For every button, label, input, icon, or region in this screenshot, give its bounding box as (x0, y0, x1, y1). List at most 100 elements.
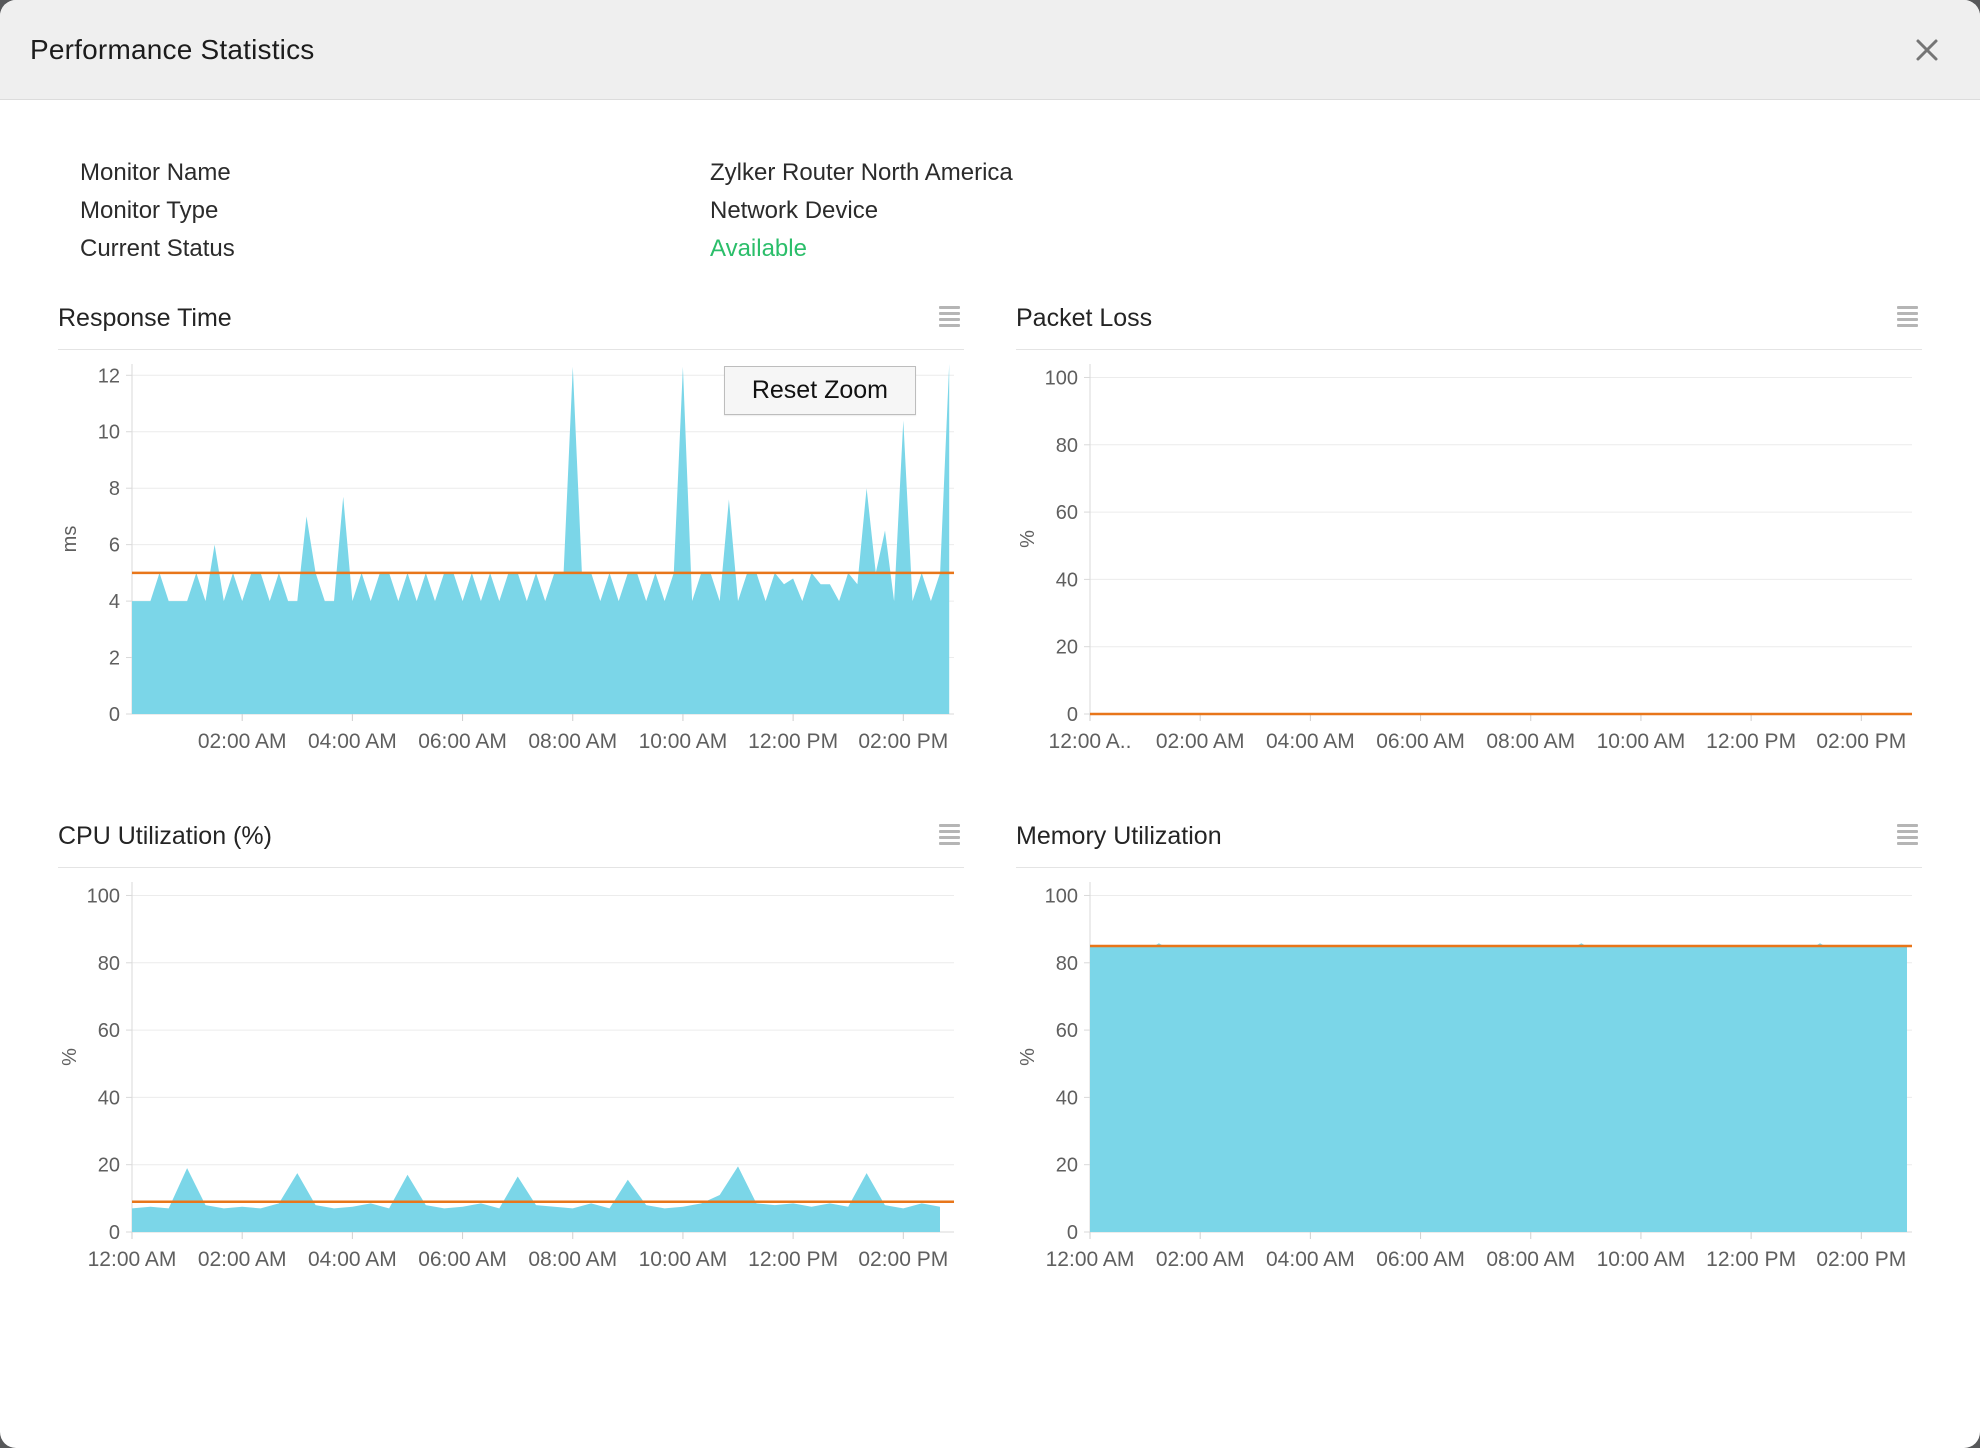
chart-title: Memory Utilization (1016, 822, 1222, 850)
memory-utilization-chart[interactable]: 0 20 40 60 80 100 12:00 AM 02:00 AM 04:00 AM 06:0… (1016, 868, 1922, 1294)
y-axis-label: 80 (98, 953, 120, 975)
x-axis-label: 12:00 PM (748, 1248, 838, 1271)
chart-title: CPU Utilization (%) (58, 822, 272, 850)
plot-area-wrapper: 0 20 40 60 80 100 12:00 AM 02:00 AM 04:00 AM 06:0… (58, 868, 964, 1294)
chart-panel-packet-loss: Packet Loss 0 20 40 60 80 100 12:00 A.. 02:00 A… (1016, 298, 1922, 776)
plot-area-wrapper: 0 20 40 60 80 100 12:00 AM 02:00 AM 04:00 AM 06:0… (1016, 868, 1922, 1294)
y-axis-label: 100 (87, 885, 120, 907)
y-axis-label: 2 (109, 648, 120, 670)
y-axis-label: 80 (1056, 953, 1078, 975)
monitor-info: Monitor Name Zylker Router North America… (0, 100, 1980, 268)
monitor-name-value: Zylker Router North America (710, 159, 1013, 186)
y-axis-label: 0 (109, 704, 120, 726)
y-axis-title: % (1017, 1048, 1039, 1066)
x-axis-label: 08:00 AM (528, 1248, 617, 1271)
x-axis-label: 02:00 PM (1816, 730, 1906, 753)
chart-panel-response-time: Response Time Reset Zoom 0 2 4 6 8 10 12 02:00 … (58, 298, 964, 776)
info-label: Monitor Name (80, 159, 231, 186)
hamburger-menu-icon[interactable] (937, 304, 962, 332)
y-axis-label: 40 (1056, 569, 1078, 591)
y-axis-label: 40 (1056, 1087, 1078, 1109)
info-label: Monitor Type (80, 197, 219, 224)
x-axis-label: 10:00 AM (639, 1248, 728, 1271)
y-axis-title: ms (59, 526, 81, 553)
y-axis-label: 60 (1056, 502, 1078, 524)
dialog-title: Performance Statistics (30, 33, 315, 65)
x-axis-label: 06:00 AM (1376, 730, 1465, 753)
x-axis-label: 06:00 AM (418, 730, 507, 753)
cpu-utilization-chart[interactable]: 0 20 40 60 80 100 12:00 AM 02:00 AM 04:00 AM 06:0… (58, 868, 964, 1294)
x-axis-label: 12:00 PM (1706, 1248, 1796, 1271)
x-axis-label: 02:00 AM (198, 1248, 287, 1271)
x-axis-label: 04:00 AM (308, 730, 397, 753)
x-axis-label: 02:00 AM (1156, 1248, 1245, 1271)
close-button[interactable] (1908, 31, 1946, 69)
y-axis-title: % (1017, 530, 1039, 548)
y-axis-label: 80 (1056, 435, 1078, 457)
x-axis-label: 12:00 PM (1706, 730, 1796, 753)
x-axis-label: 04:00 AM (1266, 1248, 1355, 1271)
plot-area-wrapper: 0 20 40 60 80 100 12:00 A.. 02:00 AM 04:00 AM 06:… (1016, 350, 1922, 776)
x-axis-label: 06:00 AM (418, 1248, 507, 1271)
x-axis-label: 02:00 PM (858, 1248, 948, 1271)
y-axis-label: 60 (1056, 1020, 1078, 1042)
plot-area-wrapper: Reset Zoom 0 2 4 6 8 10 12 02:00 AM 04:00 AM 06:0… (58, 350, 964, 776)
x-axis-label: 08:00 AM (1486, 730, 1575, 753)
y-axis-label: 8 (109, 478, 120, 500)
y-axis-label: 0 (109, 1222, 120, 1244)
y-axis-label: 40 (98, 1087, 120, 1109)
dialog-header: Performance Statistics (0, 0, 1980, 100)
x-axis-label: 02:00 AM (1156, 730, 1245, 753)
area-series (132, 1166, 940, 1232)
area-series (132, 364, 950, 714)
y-axis-label: 0 (1067, 704, 1078, 726)
response-time-chart[interactable]: 0 2 4 6 8 10 12 02:00 AM 04:00 AM 06:00 AM 08:00 A… (58, 350, 964, 776)
x-axis-label: 08:00 AM (528, 730, 617, 753)
info-label: Current Status (80, 235, 235, 262)
x-axis-label: 12:00 A.. (1049, 730, 1132, 753)
chart-title: Response Time (58, 304, 232, 332)
y-axis-label: 4 (109, 591, 120, 613)
x-axis-label: 08:00 AM (1486, 1248, 1575, 1271)
y-axis-label: 0 (1067, 1222, 1078, 1244)
hamburger-menu-icon[interactable] (1895, 822, 1920, 850)
x-axis-label: 02:00 PM (1816, 1248, 1906, 1271)
monitor-type-value: Network Device (710, 197, 879, 224)
chart-header: Response Time (58, 298, 964, 350)
x-axis-label: 04:00 AM (1266, 730, 1355, 753)
y-axis-label: 20 (1056, 1155, 1078, 1177)
y-axis-label: 10 (98, 422, 120, 444)
status-badge: Available (710, 235, 807, 262)
info-row-monitor-type: Monitor Type Network Device (80, 192, 1980, 230)
chart-header: Packet Loss (1016, 298, 1922, 350)
chart-header: CPU Utilization (%) (58, 816, 964, 868)
hamburger-menu-icon[interactable] (937, 822, 962, 850)
y-axis-title: % (59, 1048, 81, 1066)
chart-title: Packet Loss (1016, 304, 1153, 332)
y-axis-label: 20 (1056, 637, 1078, 659)
info-row-monitor-name: Monitor Name Zylker Router North America (80, 154, 1980, 192)
y-axis-label: 12 (98, 365, 120, 387)
chart-panel-memory-utilization: Memory Utilization 0 20 40 60 80 100 12:00 AM 0… (1016, 816, 1922, 1294)
x-axis-label: 12:00 AM (88, 1248, 177, 1271)
reset-zoom-button[interactable]: Reset Zoom (723, 366, 916, 415)
x-axis-label: 12:00 PM (748, 730, 838, 753)
charts-grid: Response Time Reset Zoom 0 2 4 6 8 10 12 02:00 … (0, 298, 1980, 1294)
x-axis-label: 06:00 AM (1376, 1248, 1465, 1271)
x-axis-label: 02:00 AM (198, 730, 287, 753)
x-axis-label: 10:00 AM (1597, 730, 1686, 753)
chart-header: Memory Utilization (1016, 816, 1922, 868)
y-axis-label: 100 (1045, 885, 1078, 907)
info-row-current-status: Current Status Available (80, 230, 1980, 268)
y-axis-label: 60 (98, 1020, 120, 1042)
x-axis-label: 10:00 AM (1597, 1248, 1686, 1271)
packet-loss-chart[interactable]: 0 20 40 60 80 100 12:00 A.. 02:00 AM 04:00 AM 06:… (1016, 350, 1922, 776)
y-axis-label: 20 (98, 1155, 120, 1177)
x-axis-label: 02:00 PM (858, 730, 948, 753)
x-axis-label: 10:00 AM (639, 730, 728, 753)
y-axis-label: 6 (109, 535, 120, 557)
hamburger-menu-icon[interactable] (1895, 304, 1920, 332)
area-series (1090, 943, 1907, 1232)
close-icon (1916, 39, 1938, 60)
